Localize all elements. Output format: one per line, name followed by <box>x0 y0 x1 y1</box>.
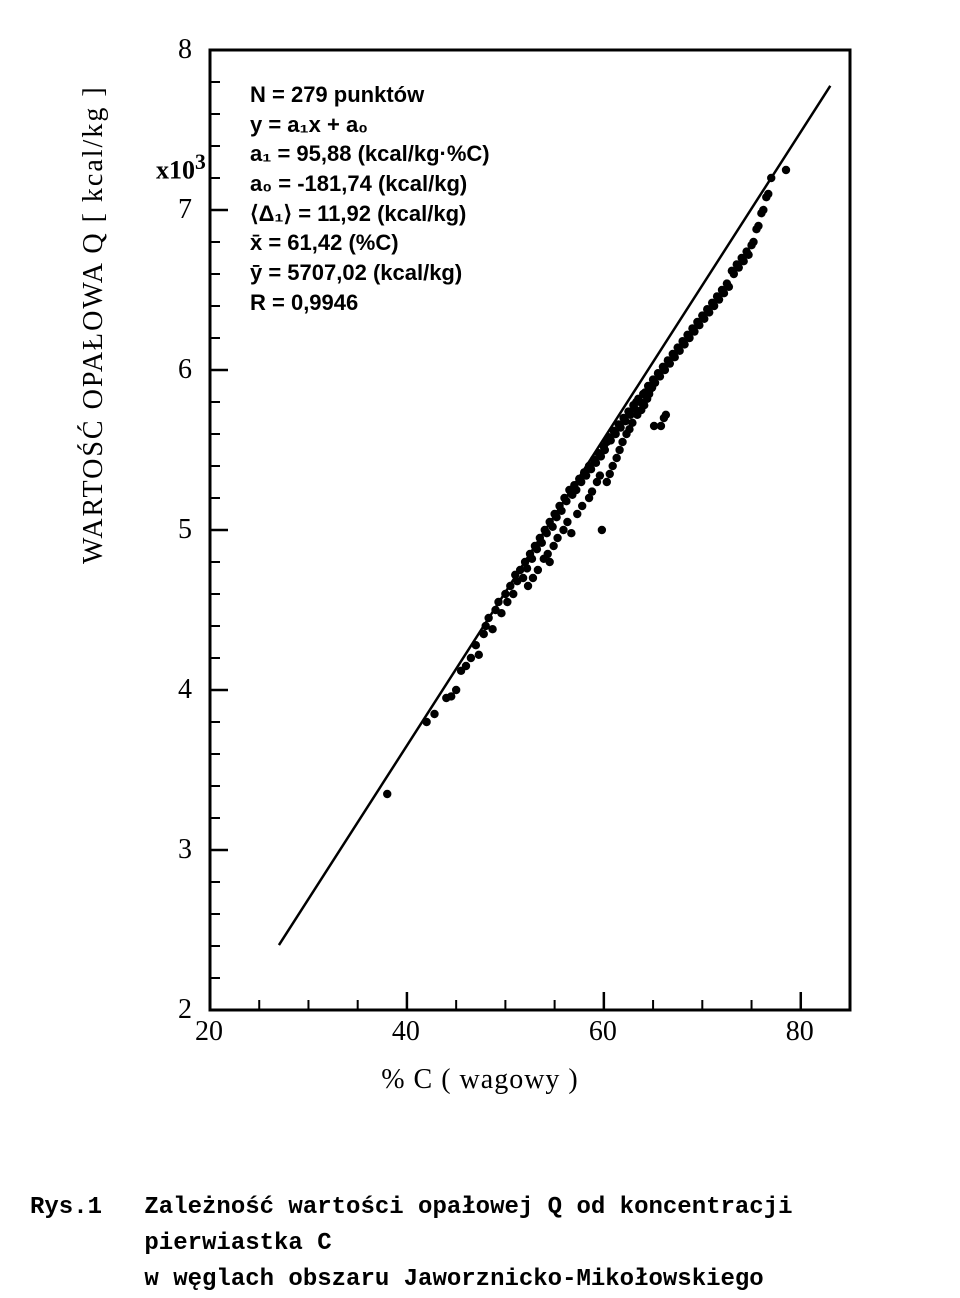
y-tick-label: 4 <box>178 674 192 706</box>
y-tick-label: 7 <box>178 194 192 226</box>
annotation-line: y = a₁x + a₀ <box>250 110 490 140</box>
y-axis-label: WARTOŚĆ OPAŁOWA Q [ kcal/kg ] <box>78 85 110 564</box>
figure-caption: Rys.1 Zależność wartości opałowej Q od k… <box>30 1190 930 1298</box>
annotation-line: ȳ = 5707,02 (kcal/kg) <box>250 258 490 288</box>
scatter-chart: WARTOŚĆ OPAŁOWA Q [ kcal/kg ] x103 N = 2… <box>60 20 900 1120</box>
x-tick-label: 40 <box>392 1016 420 1048</box>
caption-label: Rys.1 <box>30 1190 130 1226</box>
annotation-line: x̄ = 61,42 (%C) <box>250 228 490 258</box>
caption-text: Zależność wartości opałowej Q od koncent… <box>144 1190 924 1298</box>
figure-page: WARTOŚĆ OPAŁOWA Q [ kcal/kg ] x103 N = 2… <box>0 0 960 1292</box>
y-tick-label: 6 <box>178 354 192 386</box>
x-tick-label: 80 <box>786 1016 814 1048</box>
annotation-line: R = 0,9946 <box>250 288 490 318</box>
annotation-line: ⟨Δ₁⟩ = 11,92 (kcal/kg) <box>250 199 490 229</box>
annotation-line: N = 279 punktów <box>250 80 490 110</box>
y-tick-label: 2 <box>178 994 192 1026</box>
regression-annotation: N = 279 punktówy = a₁x + a₀a₁ = 95,88 (k… <box>250 80 490 318</box>
y-tick-label: 8 <box>178 34 192 66</box>
y-axis-exponent: x103 <box>156 150 206 186</box>
x-tick-label: 20 <box>195 1016 223 1048</box>
annotation-line: a₀ = -181,74 (kcal/kg) <box>250 169 490 199</box>
annotation-line: a₁ = 95,88 (kcal/kg·%C) <box>250 139 490 169</box>
y-tick-label: 3 <box>178 834 192 866</box>
x-axis-label: % C ( wagowy ) <box>60 1064 900 1096</box>
x-tick-label: 60 <box>589 1016 617 1048</box>
y-tick-label: 5 <box>178 514 192 546</box>
